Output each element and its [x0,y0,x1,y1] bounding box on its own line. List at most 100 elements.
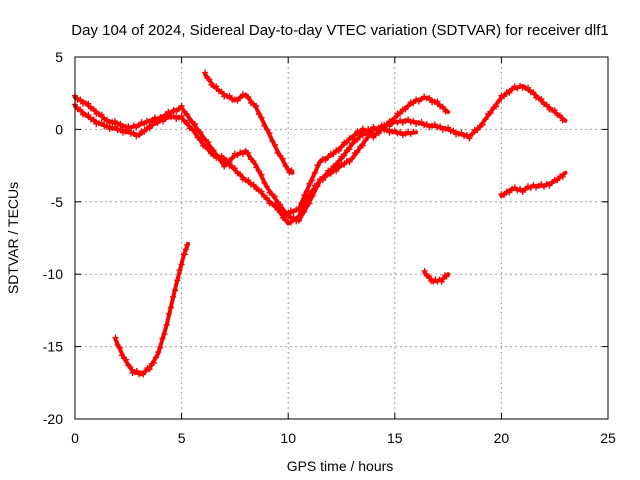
y-axis-title: SDTVAR / TECUs [5,182,21,294]
data-point-marker [306,200,313,207]
data-point-marker [538,96,545,103]
data-point-marker [431,121,438,128]
data-point-marker [391,114,398,121]
data-point-marker [146,125,153,132]
data-point-marker [397,110,404,117]
data-point-marker [493,103,500,110]
data-point-marker [170,112,177,119]
data-point-marker [135,132,142,139]
data-point-marker [370,134,377,141]
data-point-marker [213,83,220,90]
data-point-marker [559,117,566,124]
data-point-marker [167,304,174,311]
data-point-marker [525,84,532,91]
data-point-marker [161,330,168,337]
data-point-marker [218,152,225,159]
data-point-marker [279,207,286,214]
data-point-marker [130,129,137,136]
data-point-marker [255,111,262,118]
y-tick-label: -20 [43,411,63,427]
data-point-marker [343,139,350,146]
y-tick-label: 0 [55,121,63,137]
x-axis-title: GPS time / hours [287,458,394,474]
data-point-marker [111,123,118,130]
data-point-marker [349,135,356,142]
data-point-marker [77,96,84,103]
data-point-marker [165,311,172,318]
data-point-marker [410,100,417,107]
data-point-marker [197,129,204,136]
chart-title: Day 104 of 2024, Sidereal Day-to-day VTE… [71,22,608,39]
y-tick-label: -5 [51,194,64,210]
data-point-marker [90,105,97,112]
data-point-marker [397,129,404,136]
data-point-marker [479,121,486,128]
data-point-marker [333,168,340,175]
y-tick-label: 5 [55,49,63,65]
data-point-marker [437,123,444,130]
data-point-marker [319,176,326,183]
data-point-marker [322,157,329,164]
data-point-marker [346,158,353,165]
data-point-marker [306,180,313,187]
data-point-marker [245,94,252,101]
data-point-marker [172,287,179,294]
data-point-marker [133,367,140,374]
data-point-marker [271,141,278,148]
data-point-marker [117,126,124,133]
data-point-marker [458,129,465,136]
data-point-marker [263,183,270,190]
data-point-marker [410,117,417,124]
data-point-marker [181,251,188,258]
data-point-marker [157,344,164,351]
data-point-marker [269,138,276,145]
data-point-marker [218,88,225,95]
x-tick-label: 5 [178,430,186,446]
data-point-marker [450,127,457,134]
data-point-marker [287,168,294,175]
data-point-marker [191,120,198,127]
data-point-marker [443,273,450,280]
data-point-marker [223,157,230,164]
data-point-marker [98,119,105,126]
data-point-marker [295,213,302,220]
data-point-marker [330,151,337,158]
axis-ticks: 0 5 10 15 20 25 -20 -15 -10 -5 0 5 [43,49,616,446]
data-point-marker [116,344,123,351]
data-point-marker [322,172,329,179]
data-point-marker [183,241,190,248]
data-point-marker [367,130,374,137]
data-point-marker [205,144,212,151]
data-point-marker [258,114,265,121]
data-point-marker [517,185,524,192]
y-tick-label: -10 [43,266,63,282]
data-point-marker [314,162,321,169]
data-point-marker [261,179,268,186]
data-point-marker [287,219,294,226]
data-point-marker [245,177,252,184]
data-point-marker [197,136,204,143]
data-point-marker [298,199,305,206]
data-point-marker [153,354,160,361]
data-point-marker [163,321,170,328]
data-point-marker [150,359,157,366]
data-point-marker [346,146,353,153]
data-point-marker [439,103,446,110]
data-point-marker [141,128,148,135]
data-point-marker [237,94,244,101]
data-point-marker [271,193,278,200]
data-point-marker [90,116,97,123]
data-point-marker [159,335,166,342]
data-point-marker [77,106,84,113]
plot-frame [74,56,609,420]
data-point-marker [354,136,361,143]
data-point-marker [445,124,452,131]
data-point-marker [442,108,449,115]
data-point-marker [112,334,119,341]
data-point-marker [261,122,268,129]
data-point-marker [174,277,181,284]
data-point-marker [438,278,445,285]
data-point-marker [375,130,382,137]
data-point-marker [274,204,281,211]
data-point-marker [391,127,398,134]
